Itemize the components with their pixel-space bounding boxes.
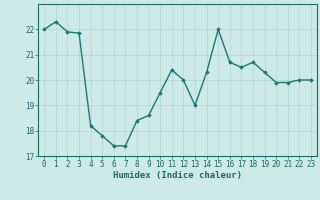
X-axis label: Humidex (Indice chaleur): Humidex (Indice chaleur) xyxy=(113,171,242,180)
